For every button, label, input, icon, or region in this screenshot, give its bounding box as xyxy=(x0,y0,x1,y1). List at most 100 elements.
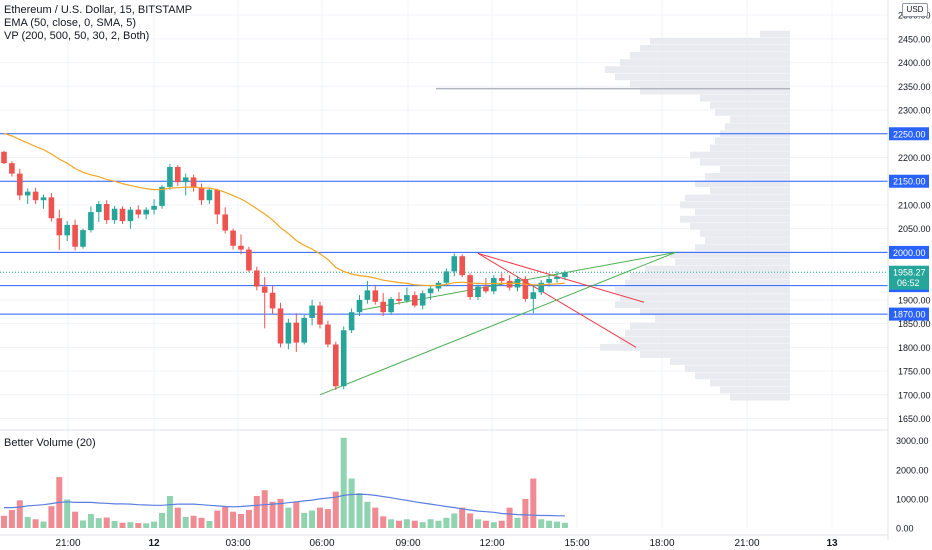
volume-tick-label: 0.00 xyxy=(896,524,914,534)
candle-body xyxy=(182,177,189,183)
time-tick-label: 09:00 xyxy=(395,538,420,549)
volume-bar xyxy=(269,501,276,528)
volume-bar xyxy=(277,498,284,528)
candle-body xyxy=(293,322,300,343)
candle-body xyxy=(80,230,86,247)
volume-bar xyxy=(309,510,316,528)
volume-bar xyxy=(174,507,181,528)
price-tick-label: 2450.00 xyxy=(898,34,931,44)
candle-body xyxy=(214,189,221,215)
volume-profile-bar xyxy=(700,230,790,237)
volume-bar xyxy=(245,509,252,528)
candle-body xyxy=(277,308,284,344)
candle-body xyxy=(530,292,537,299)
countdown-label: 06:52 xyxy=(897,278,920,288)
volume-bar xyxy=(498,520,505,528)
price-tick-label: 1700.00 xyxy=(898,390,931,400)
volume-tick-label: 1000.00 xyxy=(896,494,929,504)
volume-bar xyxy=(111,521,118,528)
volume-bar xyxy=(64,499,71,528)
volume-profile-bar xyxy=(760,30,790,38)
price-tick-label: 1650.00 xyxy=(898,414,931,424)
candle-body xyxy=(443,271,450,283)
volume-bar xyxy=(356,493,363,528)
volume-bar xyxy=(293,501,300,528)
candle-body xyxy=(143,209,149,215)
currency-button[interactable]: USD xyxy=(902,3,928,17)
candle-body xyxy=(546,278,552,283)
volume-profile-bar xyxy=(705,173,790,180)
volume-bar xyxy=(119,522,126,528)
price-tick-label: 1900.00 xyxy=(898,295,931,305)
legend-volume[interactable]: Better Volume (20) xyxy=(4,437,96,449)
candle-body xyxy=(17,173,23,196)
candle-body xyxy=(64,224,70,236)
candle-body xyxy=(467,275,473,298)
volume-bar xyxy=(467,513,474,528)
volume-bar xyxy=(214,510,221,528)
candle-body xyxy=(151,205,157,210)
volume-profile-bar xyxy=(650,37,790,45)
candle-body xyxy=(190,177,197,188)
price-tick-label: 1800.00 xyxy=(898,343,931,353)
volume-bar xyxy=(80,520,86,528)
legend-vp[interactable]: VP (200, 500, 50, 30, 2, Both) xyxy=(4,30,150,42)
candle-body xyxy=(491,278,497,292)
volume-profile-bar xyxy=(725,123,790,131)
candle-body xyxy=(388,298,394,313)
legend-ema[interactable]: EMA (50, close, 0, SMA, 5) xyxy=(4,17,137,29)
volume-profile-bar xyxy=(600,343,790,351)
level-price-label: 2250.00 xyxy=(893,129,926,139)
volume-bar xyxy=(48,506,55,528)
candle-body xyxy=(325,324,331,345)
volume-bar xyxy=(166,496,173,528)
legend-symbol[interactable]: Ethereum / U.S. Dollar, 15, BITSTAMP xyxy=(4,4,193,16)
candle-body xyxy=(261,286,268,293)
volume-profile-bar xyxy=(640,87,790,95)
candle-body xyxy=(301,317,307,343)
level-price-tag xyxy=(889,245,929,259)
volume-profile-bar xyxy=(730,116,790,123)
candle-body xyxy=(538,282,544,293)
candle-body xyxy=(24,191,31,196)
candle-body xyxy=(167,166,173,187)
time-tick-label: 03:00 xyxy=(225,538,250,549)
volume-bar xyxy=(127,522,134,528)
volume-bar xyxy=(435,520,442,528)
volume-profile-bar xyxy=(685,194,790,202)
candle-body xyxy=(562,272,568,278)
volume-bar xyxy=(419,522,426,528)
volume-bar xyxy=(16,500,23,528)
volume-tick-label: 2000.00 xyxy=(896,465,929,475)
volume-bar xyxy=(1,515,7,528)
candle-body xyxy=(254,270,260,287)
price-tick-label: 2200.00 xyxy=(898,153,931,163)
volume-profile-bar xyxy=(630,322,790,330)
volume-profile-bar xyxy=(620,59,790,66)
volume-bar xyxy=(159,512,165,528)
candle-body xyxy=(285,322,292,344)
candle-body xyxy=(230,230,236,246)
price-tick-label: 1750.00 xyxy=(898,367,931,377)
volume-profile-bar xyxy=(630,52,790,59)
volume-profile-bar xyxy=(620,294,790,301)
price-tick-label: 1850.00 xyxy=(898,319,931,329)
lower-wedge-extension xyxy=(319,251,676,396)
candle-body xyxy=(206,189,213,201)
candle-body xyxy=(475,286,481,298)
candlesticks xyxy=(1,150,568,391)
volume-bar xyxy=(396,520,402,528)
candle-body xyxy=(372,290,379,302)
volume-profile-bar xyxy=(720,165,790,173)
volume-bar xyxy=(324,509,331,528)
candle-body xyxy=(333,344,339,387)
candle-body xyxy=(404,295,410,301)
volume-profile-bar xyxy=(710,144,790,152)
volume-profile-bar xyxy=(685,365,790,373)
candle-body xyxy=(340,330,347,387)
volume-bar xyxy=(522,498,529,528)
price-tick-label: 2100.00 xyxy=(898,200,931,210)
volume-profile-bar xyxy=(675,258,790,266)
